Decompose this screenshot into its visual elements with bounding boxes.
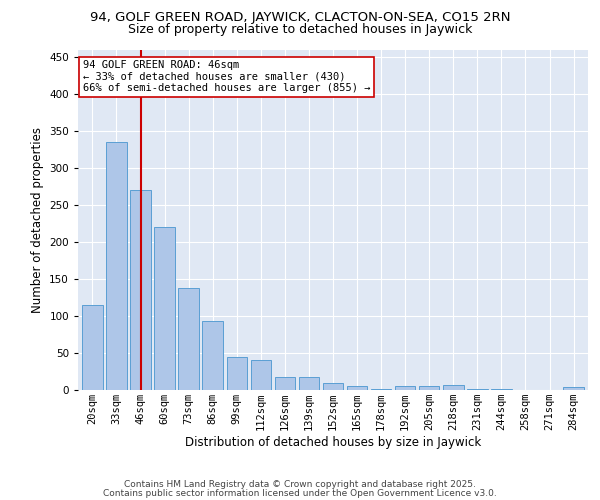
Bar	[347, 386, 367, 390]
Bar	[202, 320, 223, 390]
Bar	[467, 388, 488, 390]
Bar	[323, 382, 343, 390]
X-axis label: Distribution of detached houses by size in Jaywick: Distribution of detached houses by size …	[185, 436, 481, 449]
Text: 94, GOLF GREEN ROAD, JAYWICK, CLACTON-ON-SEA, CO15 2RN: 94, GOLF GREEN ROAD, JAYWICK, CLACTON-ON…	[90, 11, 510, 24]
Bar	[130, 190, 151, 390]
Bar	[299, 378, 319, 390]
Text: Contains public sector information licensed under the Open Government Licence v3: Contains public sector information licen…	[103, 488, 497, 498]
Bar	[275, 378, 295, 390]
Bar	[227, 358, 247, 390]
Bar	[178, 288, 199, 390]
Bar	[395, 386, 415, 390]
Bar	[419, 386, 439, 390]
Bar	[563, 387, 584, 390]
Text: Size of property relative to detached houses in Jaywick: Size of property relative to detached ho…	[128, 22, 472, 36]
Bar	[371, 388, 391, 390]
Bar	[82, 305, 103, 390]
Y-axis label: Number of detached properties: Number of detached properties	[31, 127, 44, 313]
Bar	[251, 360, 271, 390]
Text: 94 GOLF GREEN ROAD: 46sqm
← 33% of detached houses are smaller (430)
66% of semi: 94 GOLF GREEN ROAD: 46sqm ← 33% of detac…	[83, 60, 371, 94]
Bar	[106, 142, 127, 390]
Bar	[154, 228, 175, 390]
Text: Contains HM Land Registry data © Crown copyright and database right 2025.: Contains HM Land Registry data © Crown c…	[124, 480, 476, 489]
Bar	[443, 385, 464, 390]
